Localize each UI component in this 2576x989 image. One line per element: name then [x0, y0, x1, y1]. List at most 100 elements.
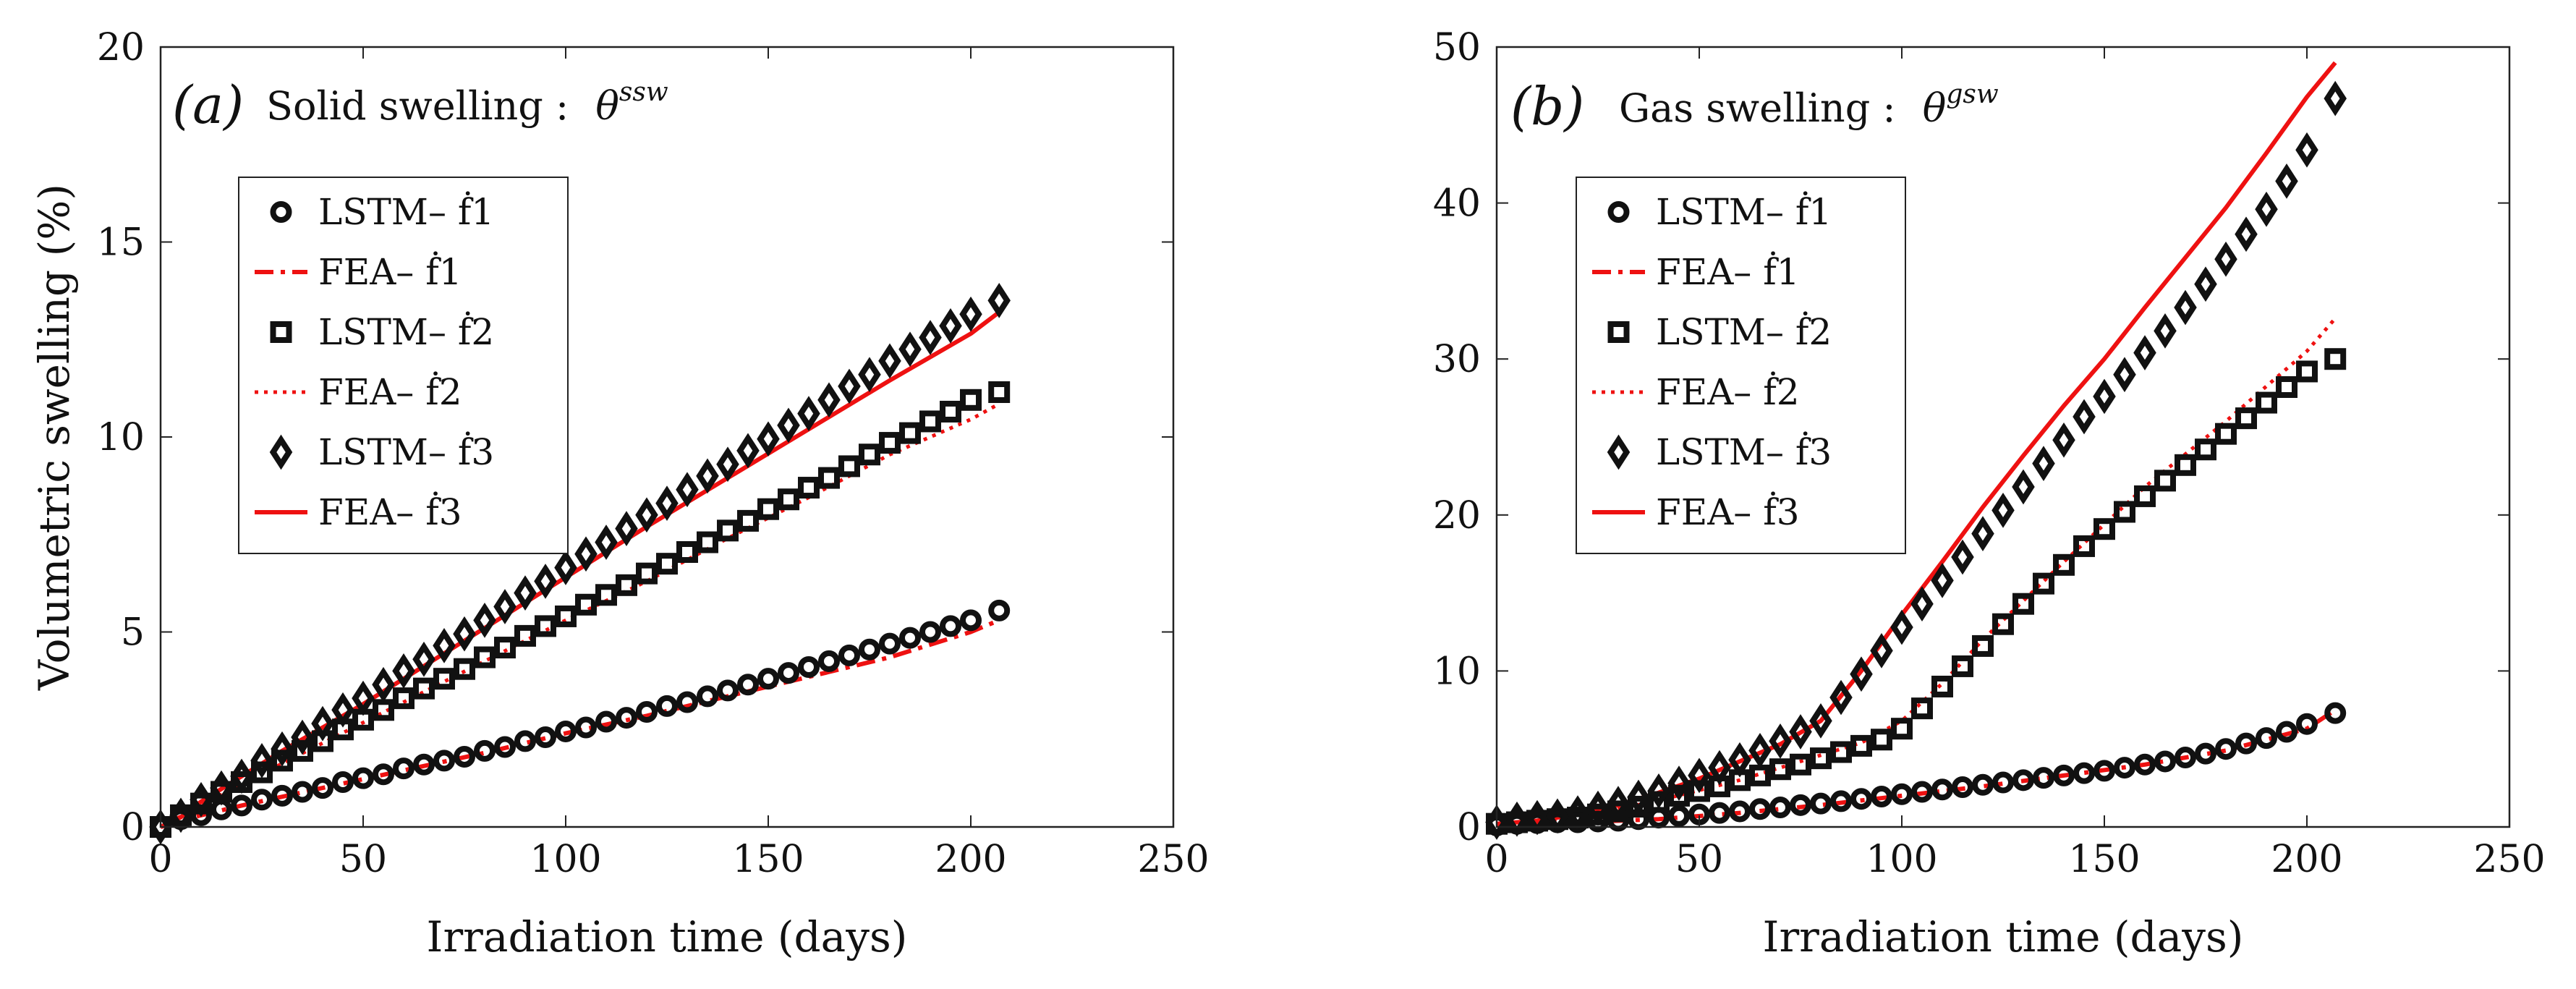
- data-point: [2295, 132, 2318, 168]
- data-point: [1891, 718, 1913, 740]
- data-point: [413, 753, 435, 776]
- data-point: [574, 536, 598, 572]
- data-point: [392, 653, 415, 689]
- data-point: [2324, 702, 2347, 724]
- data-point: [1891, 783, 1913, 805]
- data-point: [1586, 790, 1610, 826]
- data-point: [595, 710, 617, 733]
- data-point: [352, 767, 374, 789]
- data-point: [676, 691, 698, 713]
- legend-label: FEA– ḟ2: [318, 370, 462, 413]
- data-point: [697, 685, 718, 708]
- data-point: [271, 750, 293, 772]
- legend-label: FEA– ḟ1: [318, 250, 462, 293]
- legend-label: FEA– ḟ2: [1656, 370, 1800, 413]
- data-point: [210, 770, 233, 806]
- data-point: [454, 658, 475, 680]
- x-axis-label-b: Irradiation time (days): [1763, 912, 2244, 962]
- y-tick-label: 20: [97, 26, 145, 69]
- data-point: [332, 771, 354, 794]
- data-point: [2276, 376, 2297, 399]
- legend-marker-marker-circle: [1607, 201, 1630, 223]
- data-point: [514, 624, 536, 647]
- data-point: [757, 498, 779, 520]
- data-point: [2154, 470, 2176, 492]
- axes-frame-b: [1495, 46, 2511, 828]
- legend-label: FEA– ḟ3: [1656, 491, 1800, 533]
- data-point: [2093, 378, 2116, 415]
- data-point: [1910, 586, 1934, 622]
- data-point: [1971, 516, 1994, 552]
- data-point: [717, 519, 739, 542]
- data-point: [1871, 785, 1892, 807]
- legend-marker-marker-circle: [270, 201, 292, 223]
- data-point: [716, 446, 739, 483]
- data-point: [615, 511, 638, 547]
- data-point: [2324, 80, 2347, 116]
- data-point: [717, 679, 739, 702]
- data-point: [292, 739, 313, 762]
- data-point: [656, 553, 678, 575]
- data-point: [987, 282, 1011, 318]
- data-point: [1911, 697, 1933, 720]
- data-point: [2235, 216, 2258, 252]
- data-point: [1809, 703, 1832, 739]
- x-tick-label: 150: [2068, 838, 2140, 881]
- data-point: [940, 400, 961, 423]
- legend-label: LSTM– ḟ1: [318, 190, 494, 233]
- x-tick-label: 100: [530, 838, 601, 881]
- data-point: [433, 750, 455, 772]
- y-tick-label: 0: [1457, 806, 1481, 849]
- data-point: [454, 745, 475, 768]
- data-point: [1952, 655, 1973, 677]
- data-point: [535, 726, 556, 749]
- data-point: [1931, 562, 1954, 598]
- data-point: [271, 731, 294, 767]
- data-point: [1810, 792, 1832, 815]
- data-point: [331, 692, 354, 728]
- legend-label: LSTM– ḟ3: [1656, 430, 1832, 473]
- data-point: [697, 531, 718, 553]
- data-point: [1810, 747, 1832, 770]
- data-point: [494, 637, 516, 659]
- data-point: [1992, 613, 2014, 635]
- data-point: [878, 343, 901, 379]
- x-tick-label: 150: [732, 838, 804, 881]
- data-point: [1607, 786, 1630, 822]
- data-point: [251, 761, 273, 784]
- data-point: [2195, 438, 2216, 461]
- data-point: [899, 627, 921, 649]
- data-point: [1952, 776, 1973, 799]
- data-point: [1850, 656, 1873, 692]
- legend-label: LSTM– ḟ2: [1656, 310, 1832, 353]
- data-point: [879, 432, 901, 454]
- legend-marker-marker-square: [1607, 321, 1630, 343]
- data-point: [433, 668, 455, 690]
- legend-label: FEA– ḟ1: [1656, 250, 1800, 293]
- data-point: [1829, 679, 1853, 716]
- data-point: [453, 616, 476, 652]
- data-point: [2296, 360, 2318, 383]
- data-point: [1748, 732, 1772, 768]
- y-tick-label: 0: [121, 806, 145, 849]
- data-point: [1871, 729, 1892, 751]
- data-point: [534, 564, 557, 599]
- data-point: [291, 719, 314, 755]
- data-point: [1648, 791, 1670, 813]
- data-point: [1709, 802, 1730, 824]
- data-point: [2053, 553, 2075, 576]
- data-point: [474, 739, 496, 762]
- data-point: [1870, 633, 1893, 668]
- data-point: [1911, 781, 1933, 803]
- data-point: [1566, 795, 1589, 831]
- data-point: [1790, 794, 1811, 816]
- data-point: [778, 662, 799, 684]
- data-point: [898, 331, 922, 368]
- data-point: [2073, 399, 2096, 435]
- data-point: [757, 668, 779, 690]
- data-point: [616, 707, 637, 729]
- data-point: [312, 777, 333, 799]
- data-point: [838, 455, 860, 477]
- data-point: [737, 674, 759, 696]
